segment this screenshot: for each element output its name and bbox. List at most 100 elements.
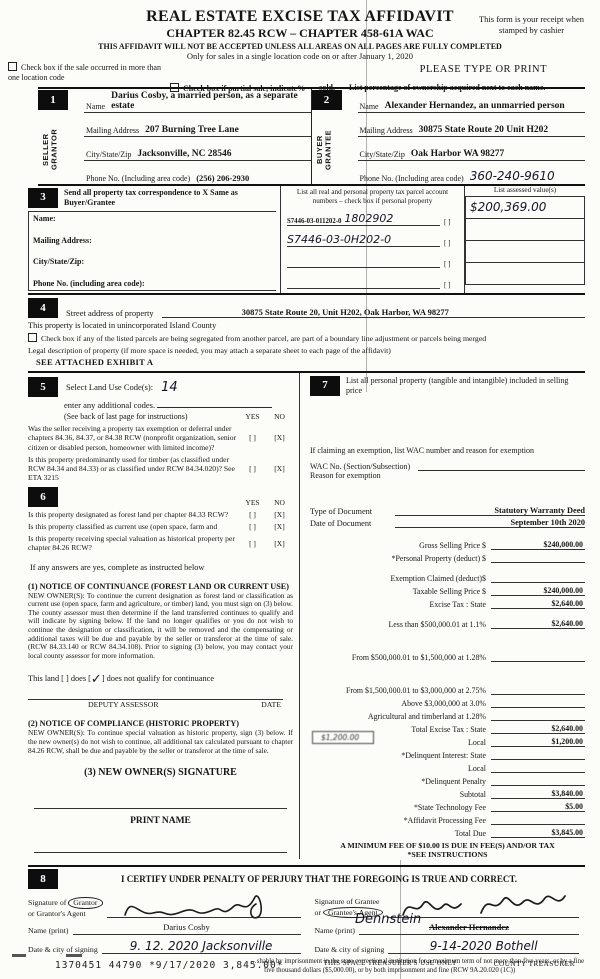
buyer-section: 2 BUYER GRANTEE Name Alexander Hernandez,…: [311, 89, 585, 184]
assessed-value-blank-2[interactable]: [465, 217, 585, 241]
delinquent-penalty[interactable]: [491, 785, 585, 786]
grantor-printed-name[interactable]: Darius Cosby: [72, 922, 301, 935]
personal-property-checkbox-4[interactable]: [ ]: [444, 281, 451, 290]
assessed-value-handwritten[interactable]: $200,369.00: [470, 200, 547, 215]
seller-phone-value[interactable]: (256) 206-2930: [196, 173, 250, 183]
correspondence-name-label[interactable]: Name:: [33, 214, 56, 223]
taxable-selling-price[interactable]: $240,000.00: [491, 586, 585, 596]
total-excise-local[interactable]: $1,200.00: [491, 737, 585, 747]
grantor-signature-line[interactable]: [106, 895, 301, 919]
wac-number-blank[interactable]: [418, 461, 585, 471]
doc-type-value[interactable]: Statutory Warranty Deed: [395, 506, 585, 516]
legal-description-value[interactable]: SEE ATTACHED EXHIBIT A: [36, 357, 154, 367]
multi-location-checkbox[interactable]: [8, 62, 17, 71]
personal-property-checkbox-2[interactable]: [ ]: [444, 239, 451, 248]
parcel-number-handwritten-1[interactable]: 1802902: [344, 212, 394, 226]
buyer-phone-label: Phone No. (Including area code): [359, 174, 464, 183]
no-column-header-2: NO: [274, 497, 285, 507]
fee-label: Less than $500,000.01 at 1.1%: [388, 620, 486, 629]
grantee-date-city-handwritten[interactable]: 9-14-2020 Bothell: [388, 939, 579, 954]
buyer-phone-handwritten[interactable]: 360-240-9610: [469, 169, 555, 183]
current-use-no-checkbox[interactable]: [X]: [274, 521, 285, 531]
fee-label: Local: [468, 738, 486, 747]
seller-name-value[interactable]: Darius Cosby, a married person, as a sep…: [111, 91, 298, 111]
agricultural-amount[interactable]: [491, 720, 585, 721]
tier-4-amount[interactable]: [491, 707, 585, 708]
partial-sale-checkbox[interactable]: [170, 83, 179, 93]
parcel-blank-line-4[interactable]: [287, 288, 440, 290]
segregated-checkbox[interactable]: [28, 333, 37, 342]
state-technology-fee[interactable]: $5.00: [491, 802, 585, 812]
tier-2-amount[interactable]: [491, 661, 585, 662]
parcel-blank-line-3[interactable]: [287, 267, 440, 269]
section-3: 3 Send all property tax correspondence t…: [28, 186, 585, 295]
delinquent-interest-state[interactable]: [491, 759, 585, 760]
forest-yes-checkbox[interactable]: [ ]: [249, 509, 256, 519]
single-location-note: Only for sales in a single location code…: [186, 51, 414, 61]
q2-no-checkbox[interactable]: [X]: [274, 464, 285, 474]
correspondence-city-label[interactable]: City/State/Zip:: [33, 257, 85, 267]
grantor-circled-word: Grantor: [68, 897, 103, 909]
new-owner-signature-line-2[interactable]: [34, 836, 287, 854]
print-name-label: PRINT NAME: [130, 816, 191, 827]
fee-label: *Delinquent Penalty: [421, 777, 486, 786]
buyer-name-label: Name: [359, 102, 379, 111]
doc-date-value[interactable]: September 10th 2020: [395, 518, 585, 528]
excise-tax-state[interactable]: $2,640.00: [491, 599, 585, 609]
buyer-name-value[interactable]: Alexander Hernandez, an unmarried person: [384, 101, 565, 111]
notice-continuance-body: NEW OWNER(S): To continue the current de…: [28, 590, 293, 660]
scan-fold-line: [400, 860, 401, 979]
doc-date-label: Date of Document: [310, 519, 372, 528]
fee-label: *State Technology Fee: [413, 803, 486, 812]
cashier-stamp: 1370451 44790 *9/17/2020 3,845.00*: [55, 960, 284, 971]
total-excise-state[interactable]: $2,640.00: [491, 724, 585, 734]
personal-property-checkbox-1[interactable]: [ ]: [444, 218, 451, 227]
parcel-number-printed: S7446-03-011202-0: [287, 218, 342, 226]
delinquent-interest-local[interactable]: [491, 772, 585, 773]
certify-statement: I CERTIFY UNDER PENALTY OF PERJURY THAT …: [121, 874, 518, 884]
fee-label: Exemption Claimed (deduct)$: [390, 574, 486, 583]
fee-label: Total Due: [454, 829, 486, 838]
new-owner-signature-line-1[interactable]: [34, 792, 287, 810]
exemption-claimed[interactable]: [491, 582, 585, 583]
street-address-value[interactable]: 30875 State Route 20, Unit H202, Oak Har…: [161, 307, 585, 318]
parcel-number-handwritten-2[interactable]: S7446-03-0H202-0: [287, 233, 392, 247]
assessed-value-blank-3[interactable]: [465, 239, 585, 263]
correspondence-phone-label[interactable]: Phone No. (including area code):: [33, 278, 145, 288]
stamp-artifacts: [12, 954, 600, 957]
seller-city-value[interactable]: Jacksonville, NC 28546: [137, 149, 232, 159]
personal-property-deduct[interactable]: [491, 562, 585, 563]
subtotal[interactable]: $3,840.00: [491, 789, 585, 799]
total-due[interactable]: $3,845.00: [491, 828, 585, 838]
q1-yes-checkbox[interactable]: [ ]: [249, 433, 256, 443]
gross-selling-price[interactable]: $240,000.00: [491, 540, 585, 550]
question-forest-land: Is this property designated as forest la…: [28, 509, 229, 519]
seller-name-label: Name: [86, 102, 106, 111]
tier-1-amount[interactable]: $2,640.00: [491, 619, 585, 629]
deputy-signature-line[interactable]: [28, 699, 283, 701]
current-use-yes-checkbox[interactable]: [ ]: [249, 521, 256, 531]
grantee-printed-name[interactable]: Dennstein Alexander Hernandez: [355, 912, 579, 935]
personal-property-checkbox-3[interactable]: [ ]: [444, 260, 451, 269]
correspondence-mailing-label[interactable]: Mailing Address:: [33, 235, 92, 245]
forest-no-checkbox[interactable]: [X]: [274, 509, 285, 519]
historical-no-checkbox[interactable]: [X]: [274, 538, 285, 548]
grantee-signature-line[interactable]: [386, 895, 579, 918]
fee-label: Total Excise Tax : State: [411, 725, 486, 734]
historical-yes-checkbox[interactable]: [ ]: [249, 538, 256, 548]
buyer-city-value[interactable]: Oak Harbor WA 98277: [410, 149, 505, 159]
q1-no-checkbox[interactable]: [X]: [274, 433, 285, 443]
seller-mailing-value[interactable]: 207 Burning Tree Lane: [145, 125, 239, 135]
tier-3-amount[interactable]: [491, 694, 585, 695]
grantee-sig-label-part2: or: [314, 907, 322, 917]
multi-location-label: Check box if the sale occurred in more t…: [8, 63, 161, 82]
affidavit-processing-fee[interactable]: [491, 824, 585, 825]
grantor-date-city-handwritten[interactable]: 9. 12. 2020 Jacksonville: [101, 939, 301, 954]
assessed-value-blank-4[interactable]: [465, 261, 585, 285]
land-use-code-handwritten[interactable]: 14: [161, 379, 178, 395]
buyer-mailing-value[interactable]: 30875 State Route 20 Unit H202: [418, 125, 549, 135]
q2-yes-checkbox[interactable]: [ ]: [249, 464, 256, 474]
fee-label: *Delinquent Interest: State: [401, 751, 486, 760]
additional-codes-blank[interactable]: [157, 399, 273, 408]
land-qualify-checkmark[interactable]: ✓: [90, 672, 102, 688]
